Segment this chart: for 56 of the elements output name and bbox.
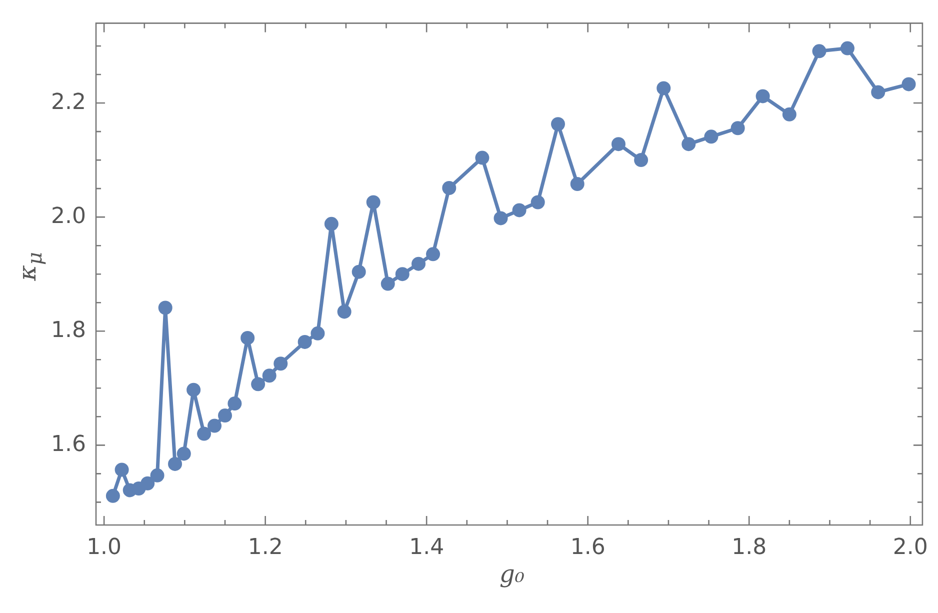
point bbox=[176, 446, 191, 461]
point bbox=[494, 211, 508, 226]
point bbox=[682, 137, 696, 152]
point bbox=[240, 330, 255, 345]
point bbox=[352, 264, 366, 279]
point bbox=[442, 180, 456, 195]
point bbox=[228, 396, 242, 411]
point bbox=[168, 456, 182, 471]
point bbox=[274, 356, 288, 371]
point bbox=[380, 276, 395, 291]
x-tick-label: 1.8 bbox=[732, 534, 767, 560]
point bbox=[208, 418, 222, 433]
point bbox=[756, 89, 770, 104]
point bbox=[412, 256, 426, 271]
point bbox=[782, 107, 796, 122]
point bbox=[395, 267, 410, 282]
x-tick-label: 1.2 bbox=[248, 534, 283, 560]
point bbox=[530, 195, 545, 210]
point bbox=[475, 150, 490, 165]
point bbox=[186, 382, 201, 397]
point bbox=[730, 121, 745, 136]
point bbox=[366, 195, 380, 210]
point bbox=[106, 488, 120, 503]
point bbox=[871, 85, 886, 100]
point bbox=[656, 81, 671, 96]
point bbox=[840, 41, 854, 56]
point bbox=[298, 334, 312, 349]
point bbox=[150, 468, 164, 482]
point bbox=[902, 77, 916, 92]
x-tick-label: 1.6 bbox=[570, 534, 606, 560]
point bbox=[262, 368, 276, 383]
point bbox=[158, 300, 172, 315]
point bbox=[337, 304, 352, 319]
point bbox=[114, 462, 129, 477]
point bbox=[634, 153, 648, 168]
point bbox=[251, 377, 266, 392]
point bbox=[551, 117, 566, 132]
x-axis-title: g₀ bbox=[498, 560, 526, 588]
point bbox=[704, 130, 718, 144]
y-tick-label: 2.0 bbox=[51, 204, 86, 229]
point bbox=[197, 426, 212, 441]
y-tick-label: 1.8 bbox=[51, 318, 86, 343]
point bbox=[140, 476, 155, 490]
y-tick-label: 2.2 bbox=[51, 90, 86, 115]
x-tick-label: 1.0 bbox=[86, 534, 122, 560]
x-tick-label: 1.4 bbox=[409, 534, 444, 560]
x-tick-label: 2.0 bbox=[892, 534, 928, 560]
y-tick-label: 1.6 bbox=[51, 432, 86, 457]
point bbox=[310, 326, 325, 340]
point bbox=[218, 408, 232, 423]
point bbox=[512, 203, 526, 218]
point bbox=[426, 247, 440, 262]
point bbox=[611, 137, 626, 152]
point bbox=[812, 44, 826, 58]
point bbox=[324, 216, 338, 231]
point bbox=[570, 177, 584, 192]
